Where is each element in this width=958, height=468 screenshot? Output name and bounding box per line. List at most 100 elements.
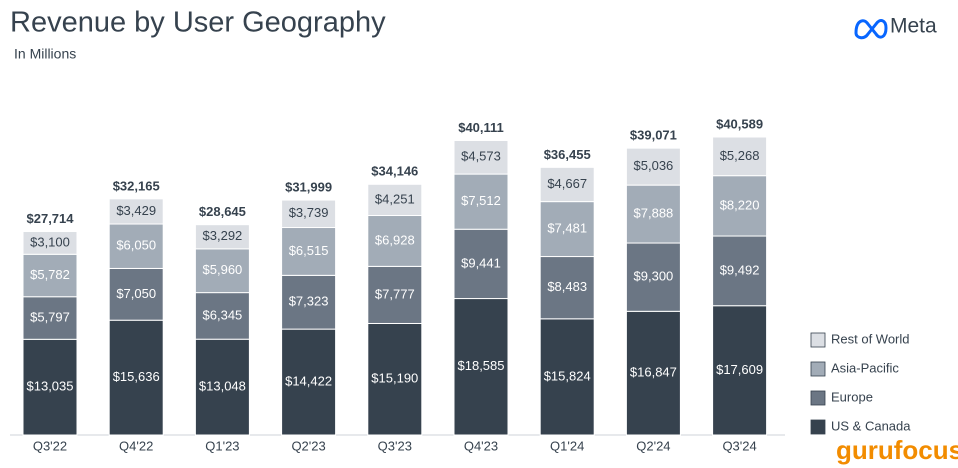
- x-tick-label: Q4'22: [119, 438, 153, 453]
- value-label: $7,323: [289, 294, 329, 309]
- total-label: $40,589: [716, 116, 763, 131]
- value-label: $17,609: [716, 362, 763, 377]
- x-tick-label: Q3'23: [378, 438, 412, 453]
- bar-segment: [108, 198, 164, 225]
- brand-logo: Meta: [854, 15, 937, 40]
- bar-segment: [108, 319, 164, 436]
- total-label: $28,645: [199, 204, 246, 219]
- bar-segment: [367, 265, 423, 324]
- bar-segment: [108, 223, 164, 269]
- total-label: $31,999: [285, 180, 332, 195]
- value-label: $7,481: [547, 221, 587, 236]
- bar-segment: [539, 256, 595, 320]
- value-label: $18,585: [458, 358, 505, 373]
- bar-segment: [453, 298, 509, 436]
- value-label: $16,847: [630, 365, 677, 380]
- total-label: $36,455: [544, 147, 591, 162]
- value-label: $7,888: [634, 206, 674, 221]
- bar-segment: [108, 267, 164, 321]
- value-label: $13,035: [27, 379, 74, 394]
- bar-segment: [712, 175, 768, 237]
- value-label: $6,345: [203, 307, 243, 322]
- bar-segment: [453, 173, 509, 230]
- legend-swatch: [810, 332, 826, 348]
- value-label: $14,422: [285, 373, 332, 388]
- bar-segment: [453, 228, 509, 300]
- bar-segment: [22, 231, 78, 255]
- bar-segment: [367, 183, 423, 217]
- total-label: $27,714: [27, 211, 75, 226]
- value-label: $7,050: [116, 286, 156, 301]
- bar-segment: [539, 166, 595, 203]
- x-tick-label: Q3'22: [33, 438, 67, 453]
- bar-segment: [281, 328, 337, 436]
- value-label: $7,512: [461, 193, 501, 208]
- bar-segment: [712, 235, 768, 307]
- legend-swatch: [810, 390, 826, 406]
- bar-segment: [367, 215, 423, 267]
- value-label: $3,739: [289, 205, 329, 220]
- value-label: $8,483: [547, 279, 587, 294]
- legend-swatch: [810, 361, 826, 377]
- value-label: $13,048: [199, 379, 246, 394]
- bar-segment: [281, 199, 337, 229]
- x-tick-label: Q4'23: [464, 438, 498, 453]
- total-label: $34,146: [371, 164, 418, 179]
- x-tick-label: Q1'24: [550, 438, 584, 453]
- value-label: $3,292: [203, 228, 243, 243]
- chart-subtitle: In Millions: [14, 46, 76, 62]
- bar-segment: [22, 296, 78, 340]
- value-label: $6,515: [289, 243, 329, 258]
- bar-segment: [712, 136, 768, 177]
- bar-segment: [367, 322, 423, 436]
- x-tick-label: Q3'24: [722, 438, 756, 453]
- value-label: $15,636: [113, 369, 160, 384]
- bar-segment: [281, 274, 337, 330]
- value-label: $6,928: [375, 232, 415, 247]
- x-tick-label: Q2'24: [636, 438, 670, 453]
- value-label: $5,960: [203, 262, 243, 277]
- value-label: $15,190: [371, 371, 418, 386]
- value-label: $7,777: [375, 286, 415, 301]
- meta-icon: [854, 19, 888, 40]
- total-label: $32,165: [113, 178, 160, 193]
- value-label: $9,441: [461, 255, 501, 270]
- value-label: $5,782: [30, 267, 70, 282]
- bar-segment: [194, 224, 250, 250]
- legend-label: US & Canada: [831, 418, 911, 433]
- bar-segment: [194, 292, 250, 340]
- bar-segment: [625, 184, 681, 244]
- bar-segment: [539, 318, 595, 436]
- value-label: $4,667: [547, 176, 587, 191]
- value-label: $4,251: [375, 191, 415, 206]
- legend-swatch: [810, 419, 826, 435]
- total-label: $39,071: [630, 128, 677, 143]
- bar-segment: [22, 338, 78, 436]
- value-label: $9,300: [634, 269, 674, 284]
- bar-segment: [625, 310, 681, 436]
- value-label: $5,036: [634, 158, 674, 173]
- value-label: $3,100: [30, 234, 70, 249]
- value-label: $8,220: [720, 197, 760, 212]
- x-tick-label: Q2'23: [291, 438, 325, 453]
- legend-label: Asia-Pacific: [831, 360, 899, 375]
- x-tick-label: Q1'23: [205, 438, 239, 453]
- watermark: gurufocus: [836, 435, 958, 465]
- brand-name: Meta: [890, 15, 937, 38]
- bar-segment: [625, 147, 681, 186]
- legend-label: Rest of World: [831, 331, 910, 346]
- value-label: $4,573: [461, 149, 501, 164]
- value-label: $5,797: [30, 309, 70, 324]
- total-label: $40,111: [458, 120, 504, 135]
- bar-segment: [453, 140, 509, 175]
- value-label: $5,268: [720, 148, 760, 163]
- bar-segment: [539, 201, 595, 258]
- chart-title: Revenue by User Geography: [10, 7, 386, 39]
- value-label: $15,824: [544, 368, 591, 383]
- value-label: $9,492: [720, 262, 760, 277]
- value-label: $6,050: [116, 238, 156, 253]
- bar-segment: [194, 338, 250, 436]
- legend-label: Europe: [831, 389, 873, 404]
- value-label: $3,429: [116, 203, 156, 218]
